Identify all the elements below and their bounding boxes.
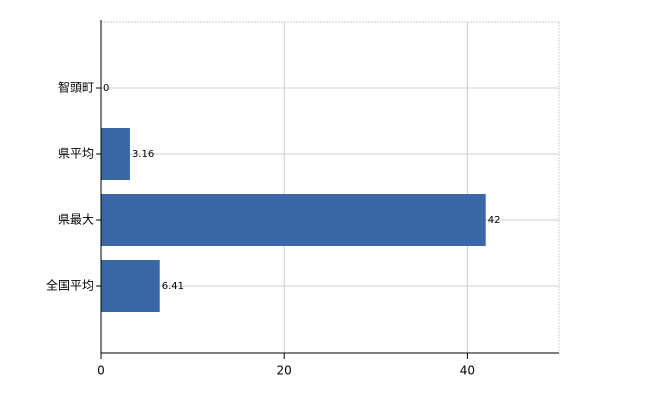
x-tick-label: 20 xyxy=(277,364,292,378)
y-tick-label: 全国平均 xyxy=(46,278,94,293)
y-tick-label: 智頭町 xyxy=(58,80,94,95)
value-label: 3.16 xyxy=(132,149,154,160)
value-label: 0 xyxy=(103,83,109,94)
value-label: 42 xyxy=(488,215,501,226)
y-tick-label: 県平均 xyxy=(58,147,94,161)
x-tick-label: 0 xyxy=(97,364,105,378)
value-label: 6.41 xyxy=(162,281,184,292)
y-tick-label: 県最大 xyxy=(58,213,94,227)
x-tick-label: 40 xyxy=(460,364,475,378)
bar xyxy=(101,260,160,312)
bar xyxy=(101,128,130,180)
bar xyxy=(101,194,486,246)
